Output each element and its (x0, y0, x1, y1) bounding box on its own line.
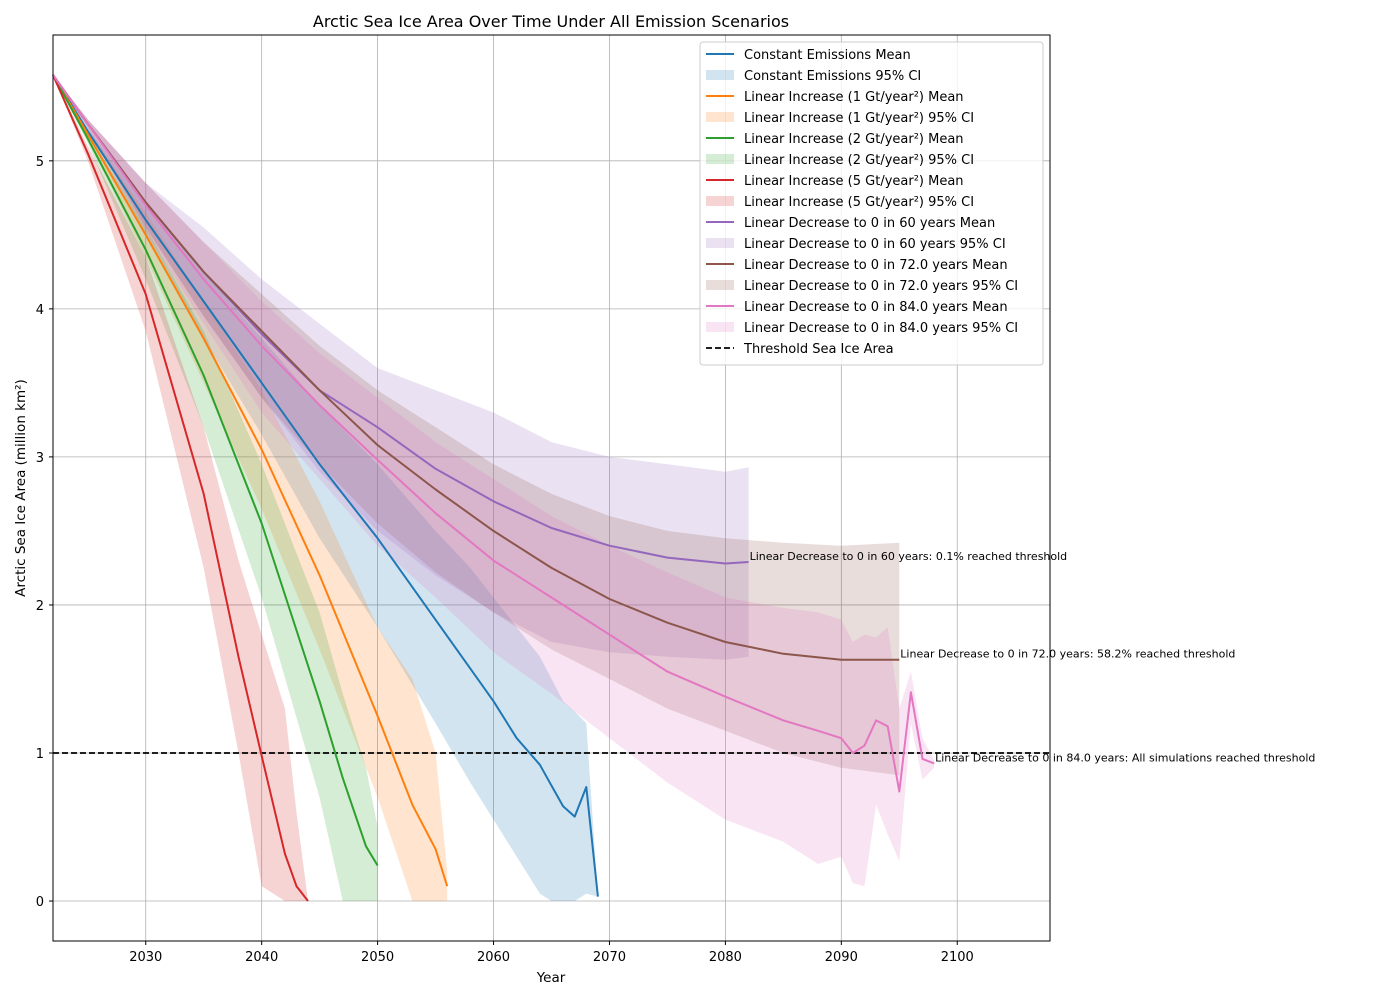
legend-swatch-linear-increase-2-gt-year-95-ci (706, 154, 734, 164)
ci-band-linear-increase-5-gt-year-mean (53, 75, 308, 901)
x-tick-label-2030: 2030 (129, 950, 162, 965)
y-tick-label-1: 1 (36, 747, 44, 762)
series-line-linear-increase-1-gt-year-mean (52, 74, 449, 887)
x-tick-label-2060: 2060 (477, 950, 510, 965)
x-tick-label-2050: 2050 (361, 950, 394, 965)
series-line-linear-increase-2-gt-year-mean (52, 74, 379, 867)
ci-band-linear-increase-1-gt-year-mean (53, 75, 448, 901)
x-axis-ticks: 2030 2040 2050 2060 2070 2080 2090 2100 (129, 941, 974, 965)
x-tick-label-2070: 2070 (593, 950, 626, 965)
legend-label-linear-increase-5-gt-year-95-ci: Linear Increase (5 Gt/year²) 95% CI (744, 195, 974, 210)
y-tick-label-3: 3 (36, 451, 44, 466)
x-axis-label: Year (536, 970, 566, 986)
plot-frame (52, 34, 1051, 942)
x-tick-label-2090: 2090 (825, 950, 858, 965)
legend-label-threshold-sea-ice-area: Threshold Sea Ice Area (743, 342, 894, 357)
annotation-1: Linear Decrease to 0 in 60 years: 0.1% r… (750, 550, 1068, 563)
ci-band-linear-decrease-to-0-in-84-0-years-mean (53, 75, 935, 887)
series-line-constant-emissions-mean (52, 74, 599, 897)
legend-label-constant-emissions-95-ci: Constant Emissions 95% CI (744, 69, 921, 84)
legend-swatch-linear-increase-5-gt-year-95-ci (706, 196, 734, 206)
mean-lines (52, 74, 935, 902)
annotation-3: Linear Decrease to 0 in 84.0 years: All … (935, 751, 1315, 764)
series-line-linear-increase-5-gt-year-mean (52, 74, 309, 902)
legend-swatch-linear-decrease-to-0-in-60-years-95-ci (706, 238, 734, 248)
legend-swatch-linear-decrease-to-0-in-84-0-years-95-ci (706, 322, 734, 332)
chart-title: Arctic Sea Ice Area Over Time Under All … (313, 12, 789, 31)
legend-swatch-constant-emissions-95-ci (706, 70, 734, 80)
ci-band-linear-decrease-to-0-in-60-years-mean (53, 75, 749, 660)
legend-label-linear-decrease-to-0-in-72-0-years-mean: Linear Decrease to 0 in 72.0 years Mean (744, 258, 1008, 273)
series-line-linear-decrease-to-0-in-72-0-years-mean (52, 74, 900, 661)
y-tick-label-5: 5 (36, 155, 44, 170)
y-tick-label-0: 0 (36, 895, 44, 910)
y-tick-label-2: 2 (36, 599, 44, 614)
y-axis-ticks: 0 1 2 3 4 5 (36, 155, 53, 910)
ci-band-linear-increase-2-gt-year-mean (53, 75, 378, 901)
annotations: Linear Decrease to 0 in 60 years: 0.1% r… (750, 550, 1316, 764)
legend-label-linear-increase-2-gt-year-95-ci: Linear Increase (2 Gt/year²) 95% CI (744, 153, 974, 168)
legend-swatch-linear-decrease-to-0-in-72-0-years-95-ci (706, 280, 734, 290)
legend-label-linear-increase-1-gt-year-95-ci: Linear Increase (1 Gt/year²) 95% CI (744, 111, 974, 126)
legend-label-linear-increase-5-gt-year-mean: Linear Increase (5 Gt/year²) Mean (744, 174, 964, 189)
legend-label-linear-decrease-to-0-in-84-0-years-mean: Linear Decrease to 0 in 84.0 years Mean (744, 300, 1008, 315)
series-line-linear-decrease-to-0-in-84-0-years-mean (52, 74, 935, 793)
x-tick-label-2040: 2040 (245, 950, 278, 965)
legend-label-linear-decrease-to-0-in-60-years-mean: Linear Decrease to 0 in 60 years Mean (744, 216, 995, 231)
legend-label-linear-increase-2-gt-year-mean: Linear Increase (2 Gt/year²) Mean (744, 132, 964, 147)
annotation-2: Linear Decrease to 0 in 72.0 years: 58.2… (900, 648, 1235, 661)
legend-label-constant-emissions-mean: Constant Emissions Mean (744, 48, 911, 63)
legend-box (699, 41, 1044, 366)
legend-label-linear-increase-1-gt-year-mean: Linear Increase (1 Gt/year²) Mean (744, 90, 964, 105)
x-tick-label-2100: 2100 (941, 950, 974, 965)
legend-label-linear-decrease-to-0-in-84-0-years-95-ci: Linear Decrease to 0 in 84.0 years 95% C… (744, 321, 1018, 336)
legend-label-linear-decrease-to-0-in-60-years-95-ci: Linear Decrease to 0 in 60 years 95% CI (744, 237, 1006, 252)
x-tick-label-2080: 2080 (709, 950, 742, 965)
legend: Constant Emissions Mean Constant Emission… (699, 41, 1044, 366)
y-axis-label: Arctic Sea Ice Area (million km²) (13, 379, 29, 597)
y-tick-label-4: 4 (36, 303, 44, 318)
legend-swatch-linear-increase-1-gt-year-95-ci (706, 112, 734, 122)
legend-label-linear-decrease-to-0-in-72-0-years-95-ci: Linear Decrease to 0 in 72.0 years 95% C… (744, 279, 1018, 294)
ci-band-linear-decrease-to-0-in-72-0-years-mean (53, 75, 900, 776)
